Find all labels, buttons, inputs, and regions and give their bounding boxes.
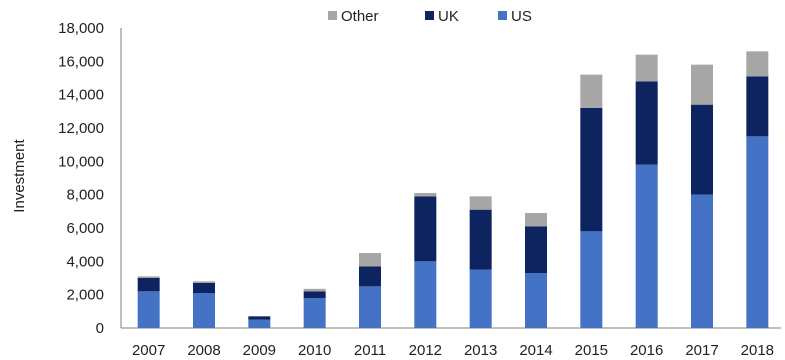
y-tick-label: 8,000: [66, 187, 104, 204]
y-tick-label: 16,000: [58, 53, 104, 70]
x-tick-label: 2016: [630, 342, 663, 359]
bar-uk-2010: [303, 291, 326, 298]
bar-other-2015: [580, 74, 603, 108]
x-tick-label: 2017: [685, 342, 718, 359]
bars: [137, 51, 769, 328]
y-tick-label: 6,000: [66, 220, 104, 237]
bar-us-2017: [691, 194, 713, 328]
bar-other-2017: [691, 64, 713, 105]
y-tick-label: 0: [96, 320, 104, 337]
bar-other-2018: [746, 51, 769, 77]
bar-uk-2017: [691, 104, 713, 195]
x-tick-label: 2008: [187, 342, 220, 359]
y-tick-label: 10,000: [58, 153, 104, 170]
y-tick-label: 4,000: [66, 253, 104, 270]
x-tick-label: 2014: [519, 342, 552, 359]
bar-other-2012: [414, 193, 437, 197]
bar-other-2007: [137, 276, 160, 278]
x-axis-ticks: 2007 2008 2009 2010 2011 2012 2013 2014 2015 2016…: [132, 342, 774, 359]
x-tick-label: 2013: [464, 342, 497, 359]
legend-label-uk: UK: [438, 8, 459, 25]
bar-uk-2007: [137, 278, 160, 292]
legend-swatch-us: [498, 11, 507, 20]
bar-other-2014: [525, 213, 547, 227]
bar-us-2007: [137, 291, 160, 328]
bar-uk-2009: [248, 316, 271, 320]
bar-us-2009: [248, 319, 271, 328]
x-tick-label: 2010: [298, 342, 331, 359]
y-axis-ticks: 0 2,000 4,000 6,000 8,000 10,000 12,000 14,000 1…: [58, 20, 104, 337]
bar-us-2014: [525, 273, 547, 328]
bar-uk-2015: [580, 108, 603, 232]
y-tick-label: 18,000: [58, 20, 104, 37]
legend-swatch-uk: [425, 11, 434, 20]
y-axis-title: Investment: [11, 138, 28, 212]
bar-uk-2012: [414, 196, 437, 262]
bar-us-2008: [193, 293, 215, 328]
bar-us-2018: [746, 136, 769, 328]
bar-other-2016: [635, 54, 658, 82]
bar-us-2015: [580, 231, 603, 328]
bar-us-2011: [359, 286, 381, 328]
legend-label-us: US: [511, 8, 532, 25]
x-tick-label: 2012: [409, 342, 442, 359]
bar-uk-2014: [525, 226, 547, 273]
bar-other-2013: [469, 196, 492, 210]
x-tick-label: 2009: [243, 342, 276, 359]
legend: Other UK US: [328, 8, 532, 25]
bar-other-2008: [193, 281, 215, 283]
x-tick-label: 2015: [575, 342, 608, 359]
legend-swatch-other: [328, 11, 337, 20]
bar-us-2016: [635, 164, 658, 328]
bar-other-2010: [303, 288, 326, 292]
y-tick-label: 2,000: [66, 287, 104, 304]
legend-label-other: Other: [341, 8, 379, 25]
bar-uk-2011: [359, 266, 381, 287]
bar-uk-2016: [635, 81, 658, 165]
bar-uk-2013: [469, 209, 492, 270]
bar-us-2010: [303, 298, 326, 328]
x-tick-label: 2011: [354, 342, 386, 359]
x-tick-label: 2018: [741, 342, 774, 359]
x-tick-label: 2007: [132, 342, 165, 359]
bar-other-2011: [359, 253, 381, 267]
bar-us-2012: [414, 261, 437, 328]
y-tick-label: 14,000: [58, 87, 104, 104]
bar-uk-2008: [193, 283, 215, 293]
y-tick-label: 12,000: [58, 120, 104, 137]
bar-us-2013: [469, 269, 492, 328]
bar-uk-2018: [746, 76, 769, 137]
